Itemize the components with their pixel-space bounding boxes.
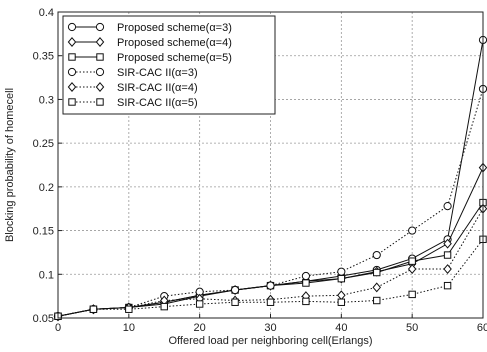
x-tick-label: 30 <box>264 322 276 334</box>
y-tick-label: 0.35 <box>33 51 54 63</box>
legend-marker <box>95 67 105 77</box>
legend-marker <box>68 53 76 61</box>
data-point <box>302 279 310 287</box>
x-tick-label: 50 <box>406 322 418 334</box>
data-point <box>372 282 382 293</box>
data-point <box>408 226 417 235</box>
data-point <box>443 238 452 249</box>
legend-label: SIR-CAC II(α=4) <box>117 82 198 94</box>
x-tick-label: 60 <box>477 322 487 334</box>
data-point <box>231 298 239 306</box>
legend-box <box>62 15 276 115</box>
data-point <box>373 296 381 305</box>
data-point <box>337 298 346 306</box>
data-point <box>230 285 240 295</box>
legend-marker <box>96 98 104 106</box>
legend-entry: SIR-CAC II(α=3) <box>67 67 198 79</box>
legend-label: Proposed scheme(α=3) <box>117 22 232 34</box>
y-tick-label: 0.25 <box>33 138 54 150</box>
x-tick-label: 10 <box>123 322 135 334</box>
data-point <box>266 298 275 306</box>
legend-marker <box>67 67 77 77</box>
data-point <box>195 300 204 308</box>
legend-label: Proposed scheme(α=4) <box>117 37 232 49</box>
data-point <box>302 297 310 306</box>
data-point <box>407 264 417 275</box>
legend-label: SIR-CAC II(α=3) <box>117 67 198 79</box>
legend-entry: Proposed scheme(α=3) <box>67 22 232 34</box>
x-tick-label: 20 <box>194 322 206 334</box>
legend-marker <box>96 53 104 61</box>
data-point <box>373 268 381 277</box>
legend-entry: SIR-CAC II(α=5) <box>68 97 198 109</box>
data-point <box>337 274 346 283</box>
legend-marker <box>95 82 105 92</box>
data-point <box>337 290 346 301</box>
legend-entry: Proposed scheme(α=5) <box>68 52 232 64</box>
x-tick-label: 0 <box>55 322 61 334</box>
legend-marker <box>67 22 77 32</box>
data-point <box>408 257 416 265</box>
x-axis-title: Offered load per neighboring cell(Erlang… <box>168 335 372 347</box>
legend: Proposed scheme(α=3) Proposed scheme(α=4)… <box>62 15 276 115</box>
data-point <box>443 201 452 211</box>
data-point <box>89 305 98 313</box>
legend-entry: SIR-CAC II(α=4) <box>67 82 198 94</box>
data-point <box>301 271 311 281</box>
legend-label: Proposed scheme(α=5) <box>117 52 232 64</box>
data-point <box>266 281 275 290</box>
y-tick-label: 0.2 <box>39 182 54 194</box>
y-tick-label: 0.05 <box>33 313 54 325</box>
legend-label: SIR-CAC II(α=5) <box>117 97 198 109</box>
legend-marker <box>67 82 77 92</box>
y-tick-label: 0.3 <box>39 94 54 106</box>
legend-entry: Proposed scheme(α=4) <box>67 37 232 49</box>
legend-marker <box>67 37 77 47</box>
x-tick-label: 40 <box>335 322 347 334</box>
axes-layer: 0 10 20 30 40 50 60 0.05 0.1 0.15 0.2 0.25 0.3 0.35 0.… <box>33 7 487 334</box>
y-tick-label: 0.4 <box>39 7 54 19</box>
legend-marker <box>95 37 105 47</box>
y-axis-title: Blocking probability of homecell <box>4 88 16 242</box>
y-tick-label: 0.1 <box>39 269 54 281</box>
data-point <box>408 290 416 299</box>
data-point <box>337 267 346 276</box>
legend-marker <box>95 22 105 32</box>
data-point <box>443 281 452 290</box>
legend-marker <box>68 98 76 106</box>
data-point <box>443 264 452 275</box>
series-layer <box>53 35 487 322</box>
data-point <box>372 250 381 260</box>
data-point <box>443 251 452 259</box>
data-point <box>160 302 168 311</box>
data-point <box>125 305 133 313</box>
y-tick-label: 0.15 <box>33 226 54 238</box>
